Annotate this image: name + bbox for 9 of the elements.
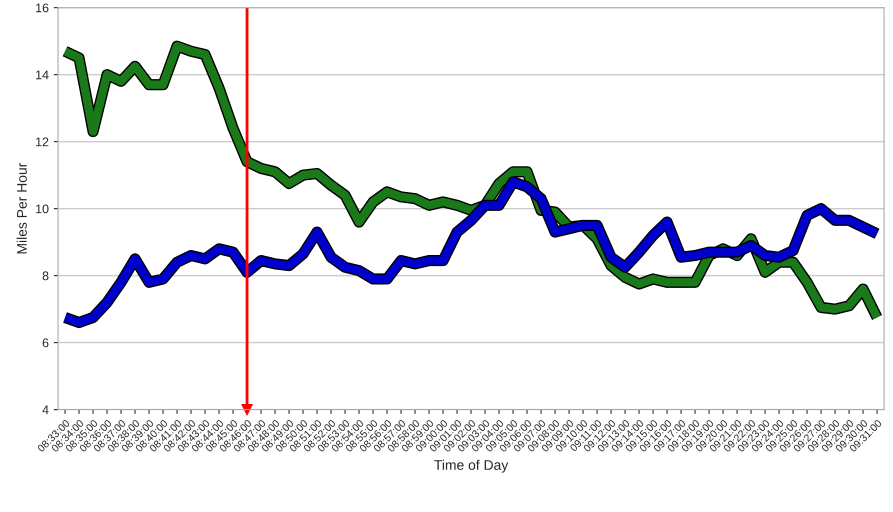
y-axis-title: Miles Per Hour bbox=[16, 162, 27, 254]
y-tick-label: 8 bbox=[42, 271, 48, 280]
y-tick-label: 14 bbox=[36, 70, 49, 80]
x-axis-title: Time of Day bbox=[434, 460, 508, 473]
y-tick-label: 10 bbox=[36, 204, 49, 214]
y-tick-label: 4 bbox=[42, 406, 49, 414]
y-tick-label: 6 bbox=[42, 338, 48, 348]
y-tick-label: 16 bbox=[36, 3, 48, 12]
y-tick-label: 12 bbox=[36, 137, 48, 146]
